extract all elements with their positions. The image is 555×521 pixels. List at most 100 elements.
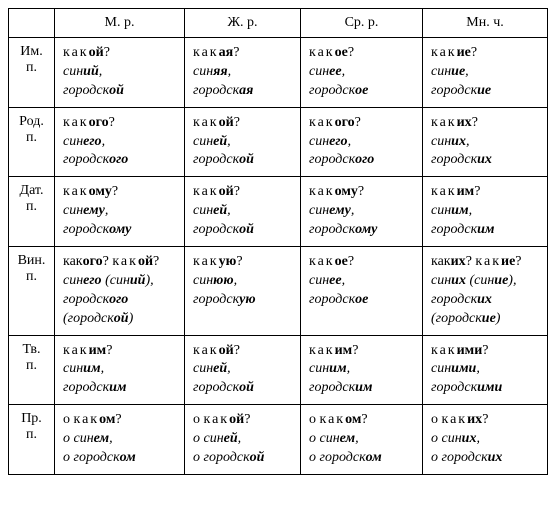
cell-line: синим, <box>431 202 539 221</box>
case-abbrev: Род. <box>11 114 52 130</box>
cell-line: городскому <box>63 221 176 240</box>
cell-line: какого? <box>63 114 176 133</box>
cell-line: городского <box>309 151 414 170</box>
cell-line: городская <box>193 82 292 101</box>
cell-line: синего, <box>309 133 414 152</box>
cell-line: городских <box>431 291 539 310</box>
cell-line: какому? <box>63 183 176 202</box>
cell-line: синим, <box>309 360 414 379</box>
cell-line: городские <box>431 82 539 101</box>
table-body: Им.п.какой?синий,городскойкакая?синяя,го… <box>9 38 548 475</box>
cell-line: каким? <box>431 183 539 202</box>
table-row: Пр.п.о каком?о синем,о городскомо какой?… <box>9 405 548 475</box>
cell-line: какой? <box>63 44 176 63</box>
cell-line: синей, <box>193 360 292 379</box>
case-subscript: п. <box>11 199 52 215</box>
cell-line: какого? какой? <box>63 253 176 272</box>
cell-line: какая? <box>193 44 292 63</box>
case-label-cell: Им.п. <box>9 38 55 108</box>
cell-line: (городские) <box>431 310 539 329</box>
case-label-cell: Вин.п. <box>9 247 55 336</box>
case-subscript: п. <box>11 130 52 146</box>
cell-line: каким? <box>63 342 176 361</box>
content-cell: какими?синими,городскими <box>423 335 548 405</box>
cell-line: о городских <box>431 449 539 468</box>
case-label-cell: Тв.п. <box>9 335 55 405</box>
cell-line: о какой? <box>193 411 292 430</box>
content-cell: о каком?о синем,о городском <box>55 405 185 475</box>
header-fem: Ж. р. <box>185 9 301 38</box>
table-row: Тв.п.каким?синим,городскимкакой?синей,го… <box>9 335 548 405</box>
cell-line: о синей, <box>193 430 292 449</box>
content-cell: какой?синей,городской <box>185 107 301 177</box>
case-abbrev: Им. <box>11 44 52 60</box>
case-subscript: п. <box>11 427 52 443</box>
cell-line: синими, <box>431 360 539 379</box>
cell-line: городским <box>431 221 539 240</box>
cell-line: синего (синий), <box>63 272 176 291</box>
cell-line: каких? <box>431 114 539 133</box>
case-abbrev: Тв. <box>11 342 52 358</box>
cell-line: каких? какие? <box>431 253 539 272</box>
cell-line: городских <box>431 151 539 170</box>
cell-line: городскую <box>193 291 292 310</box>
cell-line: городской <box>63 82 176 101</box>
cell-line: (городской) <box>63 310 176 329</box>
content-cell: какое?синее,городское <box>301 247 423 336</box>
cell-line: синяя, <box>193 63 292 82</box>
cell-line: городское <box>309 82 414 101</box>
content-cell: какие?синие,городские <box>423 38 548 108</box>
case-label-cell: Пр.п. <box>9 405 55 475</box>
table-header: М. р. Ж. р. Ср. р. Мн. ч. <box>9 9 548 38</box>
cell-line: синим, <box>63 360 176 379</box>
content-cell: о каком?о синем,о городском <box>301 405 423 475</box>
content-cell: какого? какой?синего (синий),городского(… <box>55 247 185 336</box>
cell-line: какой? <box>193 342 292 361</box>
cell-line: городскими <box>431 379 539 398</box>
content-cell: какую?синюю,городскую <box>185 247 301 336</box>
cell-line: какое? <box>309 253 414 272</box>
content-cell: о какой?о синей,о городской <box>185 405 301 475</box>
cell-line: синего, <box>63 133 176 152</box>
cell-line: какой? <box>193 114 292 133</box>
content-cell: какому?синему,городскому <box>55 177 185 247</box>
content-cell: какое?синее,городское <box>301 38 423 108</box>
content-cell: каким?синим,городским <box>55 335 185 405</box>
cell-line: о каких? <box>431 411 539 430</box>
cell-line: о каком? <box>309 411 414 430</box>
cell-line: городской <box>193 379 292 398</box>
cell-line: городской <box>193 221 292 240</box>
case-abbrev: Дат. <box>11 183 52 199</box>
cell-line: какой? <box>193 183 292 202</box>
cell-line: городским <box>309 379 414 398</box>
cell-line: о синих, <box>431 430 539 449</box>
cell-line: какого? <box>309 114 414 133</box>
case-subscript: п. <box>11 269 52 285</box>
table-row: Вин.п.какого? какой?синего (синий),город… <box>9 247 548 336</box>
cell-line: синее, <box>309 272 414 291</box>
cell-line: городского <box>63 151 176 170</box>
case-subscript: п. <box>11 358 52 374</box>
case-subscript: п. <box>11 60 52 76</box>
content-cell: какая?синяя,городская <box>185 38 301 108</box>
case-abbrev: Вин. <box>11 253 52 269</box>
header-masc: М. р. <box>55 9 185 38</box>
cell-line: городского <box>63 291 176 310</box>
cell-line: синюю, <box>193 272 292 291</box>
cell-line: о городском <box>309 449 414 468</box>
content-cell: каких?синих,городских <box>423 107 548 177</box>
cell-line: о синем, <box>309 430 414 449</box>
cell-line: городским <box>63 379 176 398</box>
table-row: Род.п.какого?синего,городскогокакой?сине… <box>9 107 548 177</box>
content-cell: какой?синей,городской <box>185 177 301 247</box>
declension-table: М. р. Ж. р. Ср. р. Мн. ч. Им.п.какой?син… <box>8 8 548 475</box>
header-plur: Мн. ч. <box>423 9 548 38</box>
cell-line: о городской <box>193 449 292 468</box>
cell-line: синих (синие), <box>431 272 539 291</box>
content-cell: какой?синей,городской <box>185 335 301 405</box>
content-cell: о каких?о синих,о городских <box>423 405 548 475</box>
cell-line: городской <box>193 151 292 170</box>
cell-line: о каком? <box>63 411 176 430</box>
cell-line: синих, <box>431 133 539 152</box>
cell-line: городское <box>309 291 414 310</box>
